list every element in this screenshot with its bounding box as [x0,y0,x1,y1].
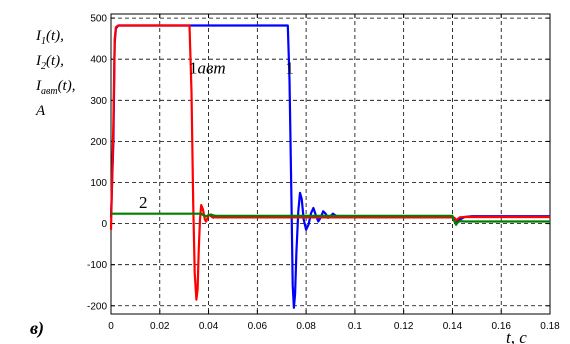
y-axis-label: I1(t), I2(t), Iавт(t), A [35,28,75,119]
y-tick-label: -200 [87,301,107,312]
y-axis-label-line: I2(t), [35,53,64,72]
x-tick-label: 0.16 [491,321,511,332]
y-tick-label: 100 [90,178,107,189]
series-line-2 [111,212,550,226]
y-axis-label-line: A [35,103,46,119]
tick-labels: 0 0.02 0.04 0.06 0.08 0.1 0.12 0.14 0.16 0.18 -200… [87,14,560,332]
plot-frame [110,13,551,315]
y-axis-label-line: I1(t), [35,28,64,47]
x-axis-label-text: t, c [506,328,527,344]
series-group [109,24,550,309]
x-tick-label: 0.06 [248,321,268,332]
x-tick-label: 0.02 [150,321,170,332]
series-annotation: 1 [285,59,294,78]
x-tick-label: 0.12 [394,321,414,332]
y-tick-label: 0 [101,219,107,230]
panel-label: в) [30,318,44,339]
annotations: 1авт 1 2 [139,59,294,212]
y-tick-label: 300 [90,96,107,107]
y-tick-label: 500 [90,14,107,25]
series-line-1авт [109,24,550,301]
x-tick-label: 0 [108,321,114,332]
x-tick-label: 0.04 [199,321,219,332]
y-axis-label-line: Iавт(t), [35,78,75,97]
series-annotation: 1авт [189,59,226,78]
x-tick-label: 0.08 [296,321,316,332]
grid [111,14,551,314]
y-tick-label: -100 [87,260,107,271]
plot-border [110,13,551,315]
series-annotation: 2 [139,193,148,212]
x-tick-label: 0.18 [540,321,560,332]
x-tick-label: 0.1 [348,321,362,332]
y-tick-label: 400 [90,55,107,66]
y-tick-label: 200 [90,137,107,148]
x-tick-label: 0.14 [443,321,463,332]
series-line-1 [109,24,550,309]
x-axis-label: t, c [506,328,527,344]
